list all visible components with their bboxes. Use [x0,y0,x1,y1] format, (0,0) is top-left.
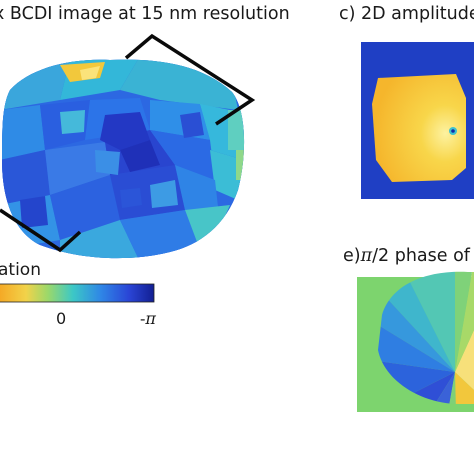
colorbar-tick-zero: 0 [56,309,67,328]
colorbar-label: ation [0,260,41,280]
panel-e-title-prefix: e) [343,246,361,266]
tick-neg-sign: - [140,309,146,328]
panel-b-crystal [0,33,256,259]
panel-c-amplitude [361,42,474,199]
frame-line-left [0,208,82,253]
panel-e-title-pi: π [360,246,373,266]
amplitude-particle [372,74,466,182]
panel-e-phase [357,271,474,412]
panel-e-title: e)π/2 phase of [343,246,470,266]
amplitude-vortex-core [451,129,455,133]
panel-b-title: x BCDI image at 15 nm resolution [0,4,290,24]
frame-line-right [124,33,256,126]
tick-neg-pi: π [145,309,156,328]
colorbar-tick-neg-pi: -π [140,311,156,327]
colorbar [0,283,155,303]
panel-c-title: c) 2D amplitude [339,4,474,24]
panel-e-title-suffix: /2 phase of [372,246,470,266]
